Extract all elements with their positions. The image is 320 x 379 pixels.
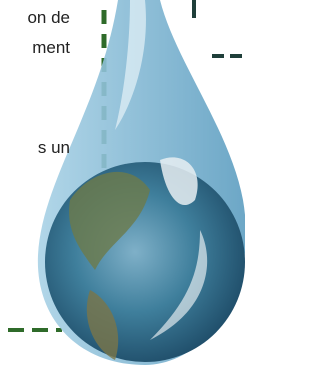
page: on de ment s un (() => { const data = JS… [0, 0, 245, 379]
text-line: ment [0, 38, 70, 58]
text-line: on de [0, 8, 70, 28]
text-line: s un [0, 138, 70, 158]
